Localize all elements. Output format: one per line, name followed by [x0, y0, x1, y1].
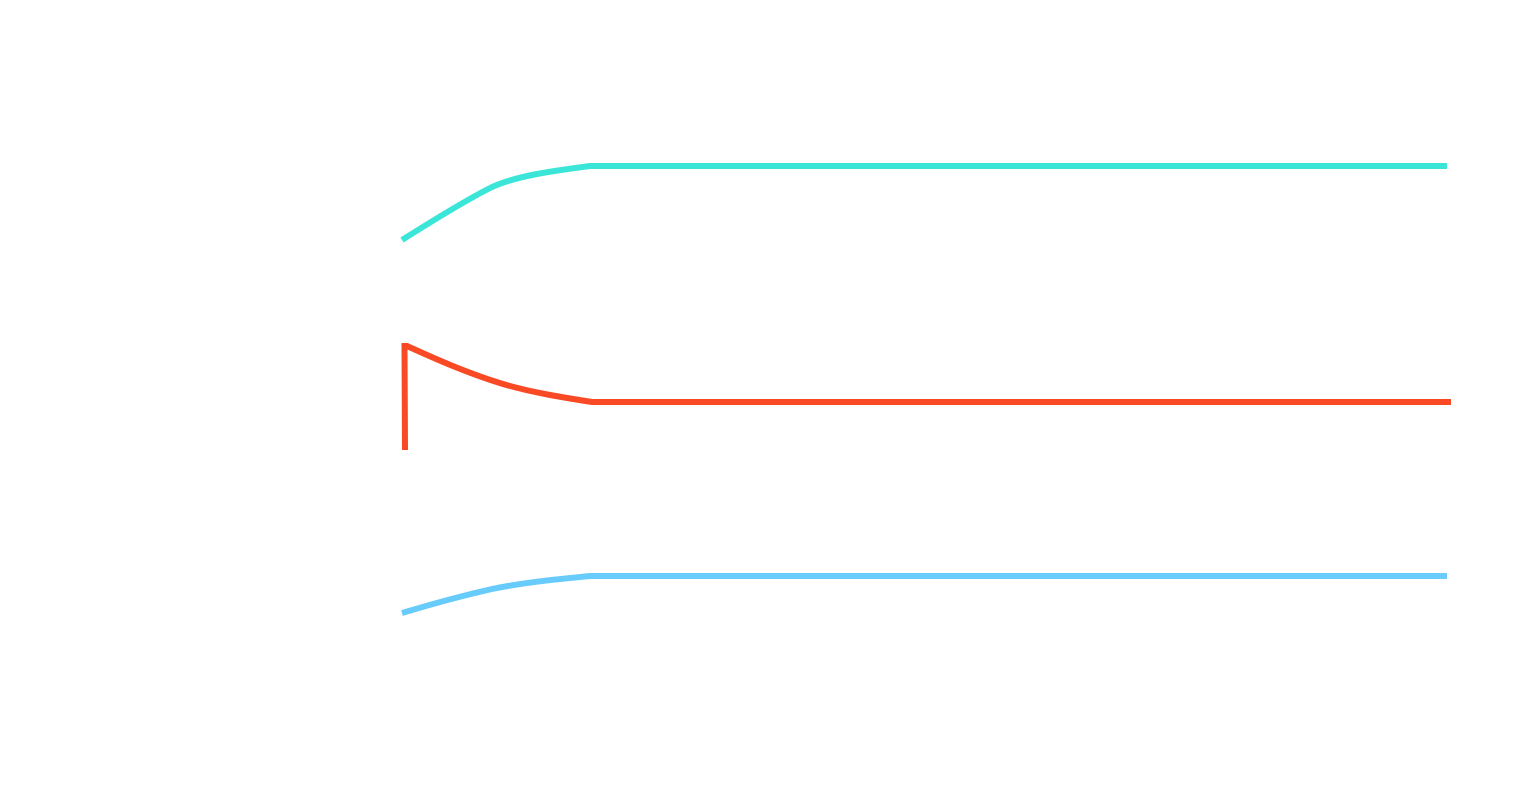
curve-top-teal — [400, 163, 1447, 243]
curve-bottom-blue — [401, 573, 1447, 616]
curve-middle-orange — [401, 343, 1451, 451]
